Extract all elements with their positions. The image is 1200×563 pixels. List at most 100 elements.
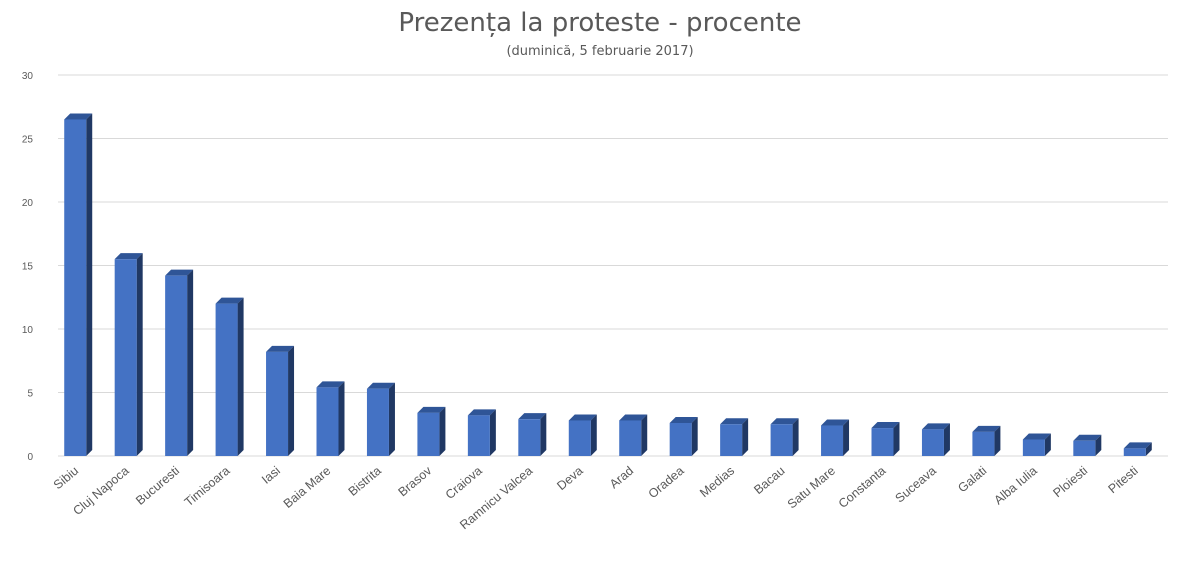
x-tick-label: Alba Iulia (991, 464, 1039, 508)
bar-front (1022, 439, 1045, 456)
chart-title: Prezența la proteste - procente (398, 8, 802, 38)
bar-top (720, 418, 749, 425)
x-tick-label: Bucuresti (133, 464, 182, 508)
x-tick-label: Ploiesti (1050, 464, 1090, 501)
y-tick-label: 20 (22, 198, 34, 209)
y-tick-label: 25 (22, 135, 34, 146)
bar (114, 253, 143, 456)
bar (1022, 433, 1051, 456)
bar (669, 416, 698, 456)
bar-side (590, 414, 597, 456)
bar-front (871, 428, 894, 456)
bar-side (86, 113, 93, 456)
bar-side (187, 269, 194, 456)
bar-front (165, 275, 188, 456)
bar-side (792, 418, 799, 456)
x-tick-label: Oradea (646, 464, 687, 502)
x-tick-label: Sibiu (51, 464, 81, 493)
bar-top (1073, 434, 1102, 441)
bar-top (64, 113, 93, 120)
bar-side (1044, 433, 1051, 456)
bar-top (366, 382, 395, 389)
bar-top (467, 409, 496, 416)
x-tick-label: Satu Mare (785, 464, 838, 512)
bar-side (540, 413, 547, 456)
bar-front (518, 419, 541, 456)
bar (720, 418, 749, 456)
bar-top (871, 422, 900, 429)
x-tick-label: Timisoara (182, 464, 233, 510)
bar-top (518, 413, 547, 420)
bar-front (720, 424, 743, 456)
bars (64, 113, 1152, 456)
x-tick-label: Galati (955, 464, 989, 496)
bar-side (237, 297, 244, 456)
x-tick-label: Suceava (893, 464, 939, 506)
bar-front (366, 388, 389, 456)
bar-front (770, 424, 793, 456)
bar-side (1095, 434, 1102, 456)
bar (266, 345, 295, 456)
bar-top (165, 269, 194, 276)
bar-front (1073, 440, 1096, 456)
bar (770, 418, 799, 456)
x-tick-label: Craiova (443, 464, 485, 502)
bar-front (568, 420, 591, 456)
bar-side (136, 253, 143, 456)
y-tick-label: 10 (22, 325, 34, 336)
bar-side (1145, 442, 1152, 456)
bar-top (417, 406, 446, 413)
bar-side (691, 416, 698, 456)
bar-top (215, 297, 244, 304)
bar-top (619, 414, 648, 421)
bar (165, 269, 194, 456)
bar (518, 413, 547, 456)
bar-side (641, 414, 648, 456)
bar-side (388, 382, 395, 456)
x-tick-label: Bistrita (346, 464, 384, 499)
bar-side (943, 423, 950, 456)
bar-top (821, 419, 850, 426)
bar (1123, 442, 1152, 456)
bar-top (770, 418, 799, 425)
bar (921, 423, 950, 456)
x-tick-label: Cluj Napoca (70, 464, 131, 519)
bar-front (972, 431, 995, 456)
chart-subtitle: (duminică, 5 februarie 2017) (506, 44, 694, 59)
bar-side (994, 425, 1001, 456)
x-tick-label: Iasi (259, 464, 283, 487)
x-tick-label: Pitesti (1106, 464, 1141, 497)
bar-front (215, 303, 238, 456)
bar-top (972, 425, 1001, 432)
x-tick-label: Deva (554, 464, 585, 494)
x-tick-label: Medias (697, 464, 737, 501)
bar (316, 381, 345, 456)
bar-side (489, 409, 496, 456)
x-tick-label: Brasov (396, 463, 435, 499)
bar (215, 297, 244, 456)
bar-side (288, 345, 295, 456)
bar-front (316, 387, 339, 456)
y-tick-label: 5 (27, 389, 33, 400)
bar-front (1123, 448, 1146, 456)
bar (568, 414, 597, 456)
x-tick-label: Baia Mare (281, 464, 334, 511)
bar-front (266, 351, 289, 456)
bar-front (821, 425, 844, 456)
bar (972, 425, 1001, 456)
bar-side (338, 381, 345, 456)
bar (417, 406, 446, 456)
bar-top (669, 416, 698, 423)
y-axis-ticks: 0 5 10 15 20 25 30 (22, 71, 34, 463)
y-tick-label: 0 (27, 452, 33, 463)
bar-front (417, 412, 440, 456)
bar-top (1123, 442, 1152, 449)
bar-top (1022, 433, 1051, 440)
x-tick-label: Bacau (751, 464, 787, 498)
bar-front (669, 422, 692, 456)
bar (619, 414, 648, 456)
bar (366, 382, 395, 456)
